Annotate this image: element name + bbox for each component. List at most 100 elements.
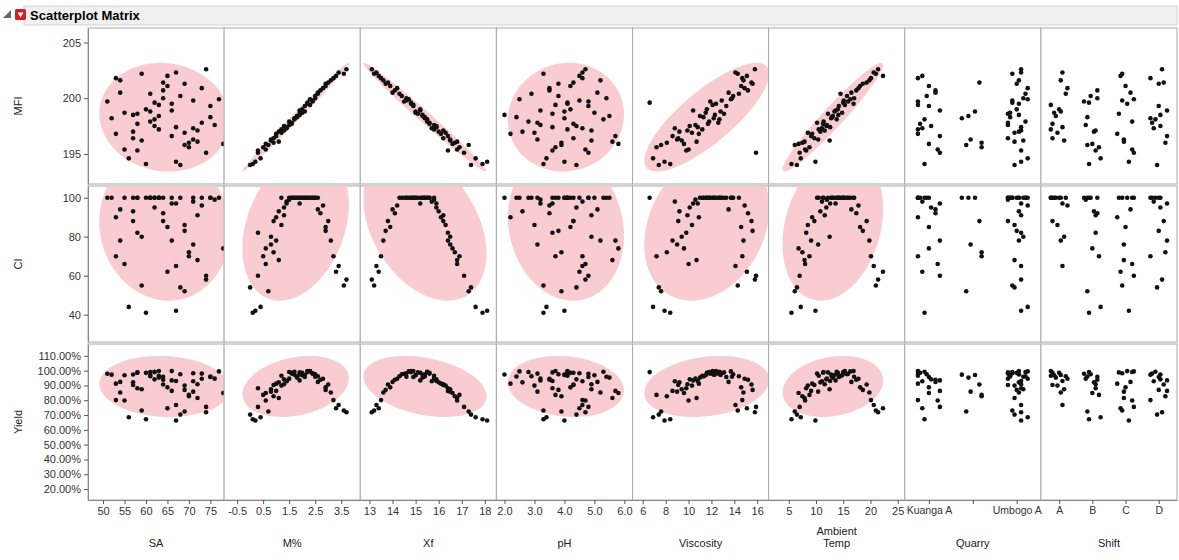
point bbox=[182, 388, 187, 393]
point bbox=[135, 370, 140, 375]
point bbox=[253, 418, 258, 423]
point bbox=[916, 132, 921, 137]
point bbox=[916, 103, 921, 108]
point bbox=[1060, 403, 1065, 408]
point bbox=[1021, 387, 1026, 392]
point bbox=[613, 389, 618, 394]
point bbox=[541, 162, 546, 167]
density-ellipse bbox=[99, 63, 224, 172]
point bbox=[574, 377, 579, 382]
point bbox=[916, 127, 921, 132]
panel-marks bbox=[1049, 195, 1170, 315]
point bbox=[441, 128, 446, 133]
point bbox=[126, 415, 131, 420]
panel-marks bbox=[502, 63, 624, 172]
point bbox=[397, 91, 402, 96]
point bbox=[165, 270, 170, 275]
point bbox=[571, 219, 576, 224]
point bbox=[938, 108, 943, 113]
point bbox=[466, 289, 471, 294]
point bbox=[864, 219, 869, 224]
point bbox=[647, 370, 652, 375]
point bbox=[737, 195, 742, 200]
point bbox=[665, 140, 670, 145]
menu-icon[interactable] bbox=[15, 9, 26, 20]
point bbox=[1019, 148, 1024, 153]
point bbox=[966, 114, 971, 119]
point bbox=[800, 140, 805, 145]
point bbox=[676, 219, 681, 224]
point bbox=[217, 369, 222, 374]
point bbox=[577, 98, 582, 103]
point bbox=[568, 107, 573, 112]
point bbox=[968, 137, 973, 142]
point bbox=[169, 238, 174, 243]
panel-frame bbox=[496, 28, 632, 184]
point bbox=[979, 250, 984, 255]
tick-label: 75 bbox=[205, 505, 217, 517]
point bbox=[1014, 388, 1019, 393]
point bbox=[1153, 195, 1158, 200]
point bbox=[538, 197, 543, 202]
point bbox=[1148, 116, 1153, 121]
point bbox=[829, 195, 834, 200]
point bbox=[1163, 394, 1168, 399]
point bbox=[532, 130, 537, 135]
tick: 65 bbox=[162, 500, 174, 517]
point bbox=[818, 209, 823, 214]
point bbox=[694, 139, 699, 144]
point bbox=[565, 370, 570, 375]
point bbox=[1019, 403, 1024, 408]
point bbox=[427, 122, 432, 127]
header-bar bbox=[24, 6, 1177, 25]
tick-label: 3.0 bbox=[527, 505, 542, 517]
point bbox=[841, 195, 846, 200]
point bbox=[535, 242, 540, 247]
tick: 60 bbox=[140, 500, 152, 517]
point bbox=[797, 151, 802, 156]
point bbox=[148, 373, 153, 378]
point bbox=[754, 151, 759, 156]
point bbox=[1025, 86, 1030, 91]
tick-mark bbox=[789, 500, 790, 504]
disclosure-icon[interactable] bbox=[3, 10, 11, 18]
point bbox=[313, 195, 318, 200]
point bbox=[562, 418, 567, 423]
point bbox=[1065, 86, 1070, 91]
tick-mark bbox=[711, 500, 712, 504]
point bbox=[816, 389, 821, 394]
point bbox=[1021, 234, 1026, 239]
point bbox=[508, 215, 513, 220]
point bbox=[571, 122, 576, 127]
point bbox=[1025, 97, 1030, 102]
point bbox=[303, 109, 308, 114]
tick: 40 bbox=[69, 309, 88, 321]
point bbox=[131, 209, 136, 214]
point bbox=[1019, 159, 1024, 164]
point bbox=[485, 418, 490, 423]
point bbox=[874, 408, 879, 413]
tick: 200 bbox=[63, 92, 88, 104]
tick-mark bbox=[564, 500, 565, 504]
point bbox=[122, 110, 127, 115]
point bbox=[1118, 270, 1123, 275]
tick-mark bbox=[189, 500, 190, 504]
point bbox=[827, 234, 832, 239]
tick-label: 10 bbox=[810, 505, 822, 517]
panel-marks bbox=[916, 369, 1030, 423]
point bbox=[420, 372, 425, 377]
point bbox=[789, 417, 794, 422]
point bbox=[1062, 387, 1067, 392]
point bbox=[191, 389, 196, 394]
point bbox=[695, 379, 700, 384]
point bbox=[1156, 229, 1161, 234]
point bbox=[114, 381, 119, 386]
point bbox=[1010, 370, 1015, 375]
point bbox=[979, 145, 984, 150]
point bbox=[157, 114, 162, 119]
tick: 100 bbox=[63, 192, 88, 204]
point bbox=[321, 376, 326, 381]
point bbox=[559, 394, 564, 399]
point bbox=[544, 156, 549, 161]
point bbox=[316, 90, 321, 95]
